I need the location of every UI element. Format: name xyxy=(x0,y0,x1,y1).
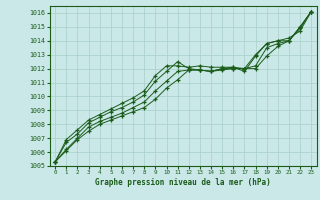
X-axis label: Graphe pression niveau de la mer (hPa): Graphe pression niveau de la mer (hPa) xyxy=(95,178,271,187)
